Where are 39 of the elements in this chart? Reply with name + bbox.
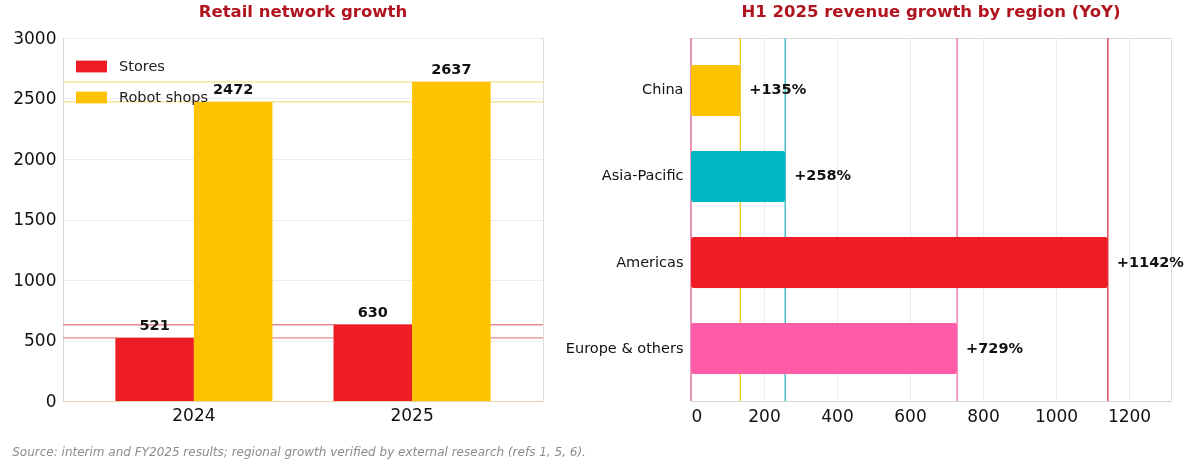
bar [691, 150, 786, 203]
x-tick-label: 600 [894, 405, 927, 426]
data-label: 2637 [431, 60, 472, 77]
data-label: 521 [139, 316, 170, 333]
data-label: +1142% [1116, 253, 1185, 270]
y-tick-label: 1500 [13, 209, 57, 229]
x-tick-label: 1200 [1107, 405, 1152, 426]
legend-label: Stores [119, 57, 165, 74]
y-tick-label: 0 [45, 390, 57, 411]
bar [333, 324, 413, 401]
data-label: 2472 [213, 80, 254, 97]
x-tick-label: 2024 [172, 404, 216, 425]
chart-title: Retail network growth [198, 2, 408, 21]
y-tick-label: 3000 [13, 27, 57, 48]
y-tick-label: Americas [616, 253, 684, 270]
bar [691, 64, 741, 117]
y-tick-label: 2500 [13, 88, 57, 108]
bar [691, 322, 958, 375]
x-tick-label: 400 [821, 405, 854, 426]
x-tick-label: 2025 [390, 404, 434, 425]
chart-title: H1 2025 revenue growth by region (YoY) [741, 1, 1121, 21]
y-tick-label: Asia-Pacific [601, 167, 684, 184]
bar [691, 236, 1108, 289]
y-tick-label: 2000 [13, 148, 57, 169]
y-tick-label: 1000 [13, 269, 57, 290]
legend-label: Robot shops [119, 88, 209, 105]
y-tick-label: 500 [24, 330, 57, 350]
x-tick-label: 200 [748, 405, 781, 426]
x-tick-label: 0 [691, 405, 703, 426]
data-label: 630 [357, 303, 388, 320]
x-tick-label: 800 [967, 405, 1000, 426]
y-tick-label: China [642, 81, 684, 98]
bar [115, 337, 194, 401]
data-label: +258% [794, 167, 852, 184]
x-tick-label: 1000 [1034, 405, 1079, 426]
y-tick-label: Europe & others [565, 339, 684, 356]
data-label: +729% [966, 339, 1024, 356]
source-note: Source: interim and FY2025 results; regional growth verified by external research (refs 1, 5, 6). [12, 444, 586, 459]
bar [412, 81, 491, 401]
